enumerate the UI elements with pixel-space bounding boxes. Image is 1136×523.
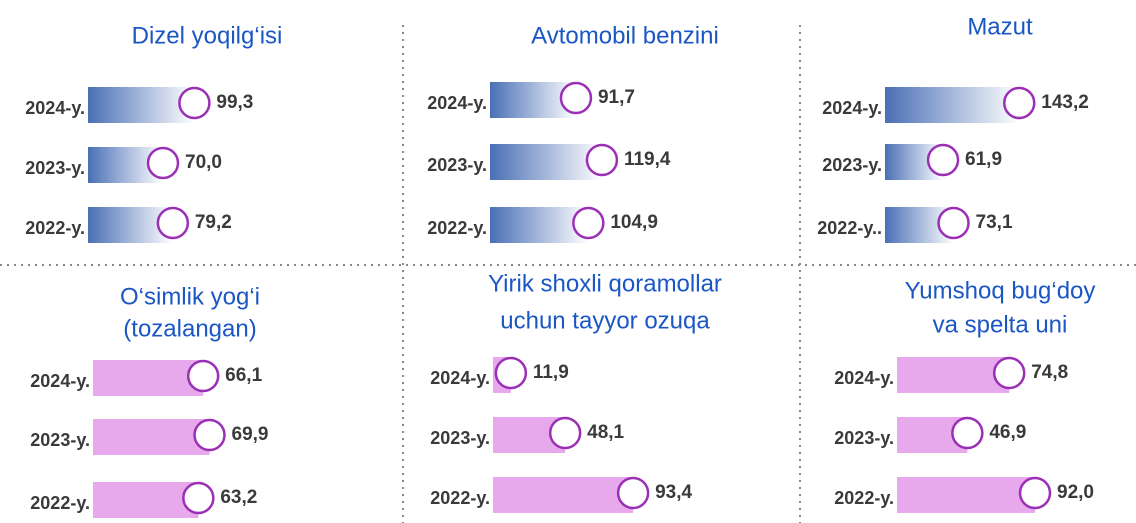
category-label: 2023-y. [25, 158, 85, 178]
value-label: 73,1 [976, 212, 1013, 233]
value-label: 70,0 [185, 152, 222, 173]
value-label: 119,4 [624, 149, 671, 170]
bar [93, 360, 204, 396]
bar [93, 482, 199, 518]
value-label: 66,1 [225, 365, 262, 386]
category-label: 2022-y.. [817, 218, 882, 238]
bar [493, 477, 634, 513]
bar-end-marker [182, 481, 215, 515]
value-label: 92,0 [1057, 482, 1094, 503]
category-label: 2024-y. [822, 98, 882, 118]
bar [490, 207, 589, 243]
bar-end-marker [548, 416, 582, 450]
category-label: 2023-y. [430, 428, 490, 448]
value-label: 46,9 [989, 422, 1026, 443]
category-label: 2022-y. [427, 218, 487, 238]
value-label: 91,7 [598, 87, 635, 108]
category-label: 2023-y. [30, 430, 90, 450]
category-label: 2022-y. [25, 218, 85, 238]
panel-title: Mazut [967, 13, 1033, 40]
bar-end-marker [1018, 476, 1052, 510]
category-label: 2023-y. [822, 155, 882, 175]
panel-title: Avtomobil benzini [531, 22, 719, 49]
bar-end-marker [572, 206, 605, 240]
panel-title: (tozalangan) [123, 315, 256, 342]
category-label: 2023-y. [427, 155, 487, 175]
value-label: 143,2 [1041, 92, 1089, 113]
bar [490, 144, 602, 180]
panel-title: uchun tayyor ozuqa [500, 307, 710, 334]
panel-title: va spelta uni [933, 311, 1068, 338]
category-label: 2024-y. [427, 93, 487, 113]
category-label: 2024-y. [30, 371, 90, 391]
value-label: 69,9 [232, 424, 269, 445]
bar-end-marker [585, 143, 619, 177]
bar-end-marker [146, 146, 180, 180]
panel-title: Yirik shoxli qoramollar [488, 270, 722, 297]
bar-end-marker [926, 143, 960, 177]
bar-end-marker [193, 418, 226, 452]
category-label: 2024-y. [834, 368, 894, 388]
value-label: 99,3 [216, 92, 253, 113]
bar [897, 477, 1035, 513]
bar-end-marker [1003, 86, 1036, 120]
bar-end-marker [616, 476, 650, 510]
value-label: 61,9 [965, 149, 1002, 170]
value-label: 79,2 [195, 212, 232, 233]
panel-title: O‘simlik yog‘i [120, 283, 260, 310]
category-label: 2024-y. [25, 98, 85, 118]
category-label: 2024-y. [430, 368, 490, 388]
bar-end-marker [494, 356, 528, 390]
bar [88, 87, 195, 123]
bar [897, 357, 1010, 393]
category-label: 2023-y. [834, 428, 894, 448]
value-label: 48,1 [587, 422, 624, 443]
value-label: 63,2 [220, 487, 257, 508]
value-label: 74,8 [1031, 362, 1068, 383]
panel-title: Dizel yoqilg‘isi [132, 22, 283, 49]
bar-end-marker [992, 356, 1026, 390]
bar-end-marker [559, 81, 593, 115]
bar-end-marker [951, 416, 984, 450]
bar [93, 419, 210, 455]
value-label: 11,9 [533, 362, 569, 383]
bar-end-marker [186, 359, 220, 393]
bar-end-marker [178, 86, 211, 120]
category-label: 2022-y. [430, 488, 490, 508]
value-label: 93,4 [655, 482, 692, 503]
bar-end-marker [937, 206, 970, 240]
category-label: 2022-y. [834, 488, 894, 508]
category-label: 2022-y. [30, 493, 90, 513]
bar-end-marker [156, 206, 190, 240]
bar [885, 87, 1020, 123]
panel-title: Yumshoq bug‘doy [905, 277, 1096, 304]
value-label: 104,9 [610, 212, 658, 233]
